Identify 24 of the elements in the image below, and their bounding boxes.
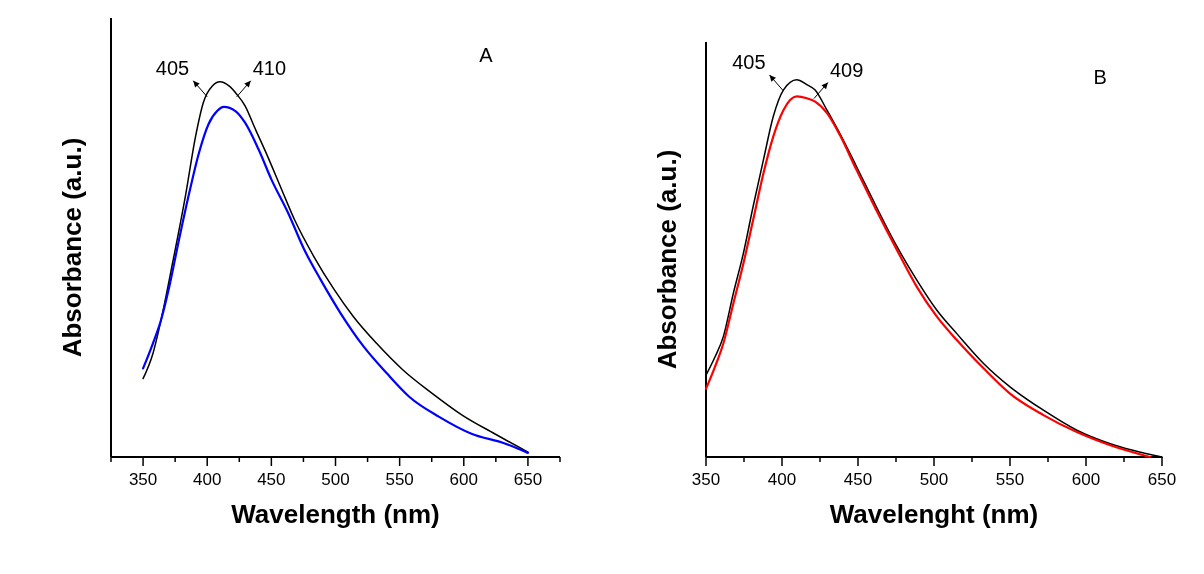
text: A <box>479 43 494 66</box>
annotation: B <box>1093 65 1107 88</box>
x-tick-label: 400 <box>767 470 797 489</box>
x-tick-label: 400 <box>193 470 222 489</box>
annotation: 409 <box>829 58 864 81</box>
x-tick-label: 500 <box>321 470 350 489</box>
x-axis-title: Wavelength (nm) <box>231 499 440 529</box>
annotation: 405 <box>732 51 766 74</box>
x-tick-label: 450 <box>257 470 286 489</box>
x-tick-label: 450 <box>843 470 873 489</box>
y-axis-title: Absorbance (a.u.) <box>57 137 87 358</box>
x-tick-label: 600 <box>1071 470 1101 489</box>
x-tick-label: 500 <box>919 470 949 489</box>
annotation: 410 <box>252 56 287 79</box>
x-tick-label: 600 <box>449 470 478 489</box>
x-tick-label: 350 <box>128 470 158 489</box>
x-tick-label: 550 <box>385 470 414 489</box>
x-tick-label: 650 <box>513 470 543 489</box>
x-tick-label: 350 <box>691 470 721 489</box>
x-tick-label: 650 <box>1147 470 1177 489</box>
annotation: 405 <box>155 56 190 79</box>
x-axis-title: Wavelenght (nm) <box>829 499 1039 529</box>
x-tick-label: 550 <box>995 470 1025 489</box>
y-axis-title: Absorbance (a.u.) <box>652 149 682 370</box>
